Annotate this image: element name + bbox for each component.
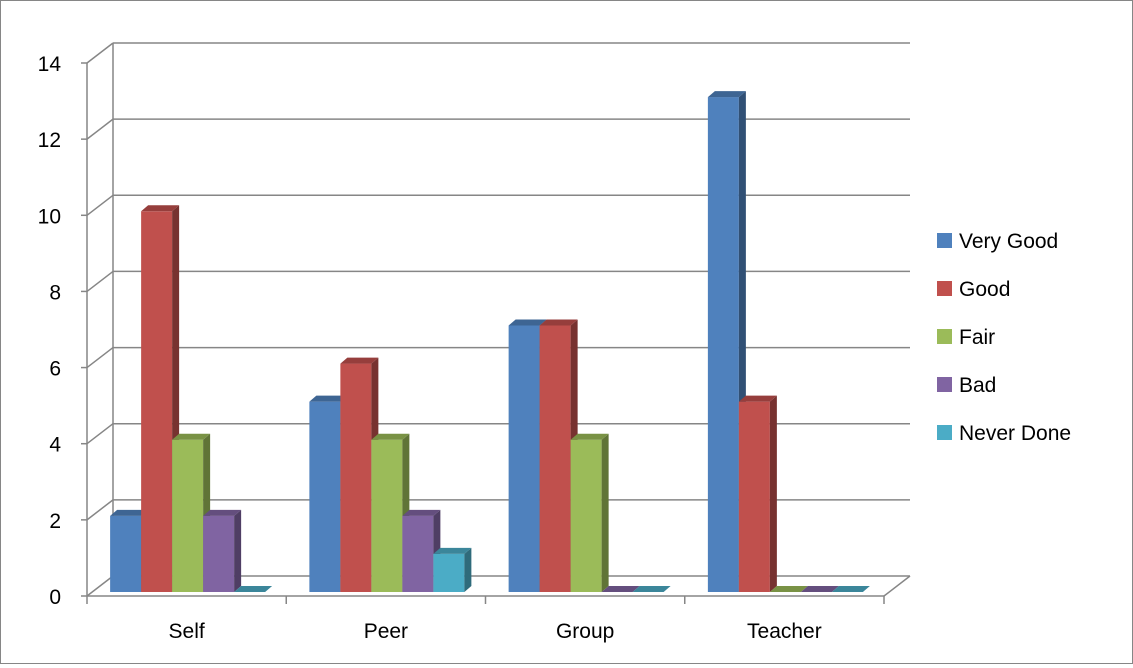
legend-swatch-very-good <box>937 233 952 248</box>
legend-swatch-never-done <box>937 425 952 440</box>
bar-top <box>601 586 640 592</box>
bar-top <box>539 319 578 326</box>
bar-top <box>632 586 671 592</box>
axes <box>81 62 885 604</box>
bar-bad-teacher <box>800 586 839 592</box>
x-tick-label: Teacher <box>747 620 822 643</box>
bar-top <box>508 319 547 326</box>
bar-front <box>707 97 739 593</box>
x-tick-label: Peer <box>364 620 408 643</box>
bar-front <box>570 439 602 592</box>
gridlines <box>86 42 910 577</box>
x-axis-tick-labels: Self Peer Group Teacher <box>169 620 822 643</box>
bar-front <box>110 515 142 592</box>
floor-right-edge <box>883 575 911 597</box>
bar-top <box>570 433 609 440</box>
bar-never-done-teacher <box>831 586 870 592</box>
y-tick-label: 8 <box>49 281 61 304</box>
gridline-side <box>86 270 114 293</box>
bar-top <box>707 91 746 98</box>
bar-top <box>831 586 870 592</box>
bar-good-group <box>539 319 578 592</box>
bar-good-teacher <box>738 395 777 592</box>
gridline-side <box>86 118 114 140</box>
y-tick-label: 12 <box>38 129 61 152</box>
bar-top <box>110 509 149 516</box>
legend-swatch-bad <box>937 377 952 392</box>
legend-swatch-fair <box>937 329 952 344</box>
bar-front <box>371 439 403 592</box>
bar-front <box>172 439 204 592</box>
bar-front <box>539 325 571 592</box>
bar-front <box>340 363 372 592</box>
bar-bad-group <box>601 586 640 592</box>
bar-top <box>371 433 410 440</box>
bar-top <box>172 433 211 440</box>
bar-side <box>601 433 609 592</box>
bar-top <box>402 509 441 516</box>
bar-never-done-group <box>632 586 671 592</box>
bar-side <box>769 395 777 592</box>
bar-front <box>738 401 770 592</box>
y-tick-label: 10 <box>38 205 61 228</box>
bar-top <box>800 586 839 592</box>
bar-top <box>203 509 242 516</box>
bar-top <box>309 395 348 402</box>
bar-top <box>433 547 472 554</box>
bar-side <box>464 547 472 592</box>
bar-bad-self <box>203 509 242 592</box>
bar-top <box>738 395 777 402</box>
bar-fair-self <box>172 433 211 592</box>
y-tick-label: 4 <box>49 434 61 457</box>
y-tick-label: 2 <box>49 510 61 533</box>
legend-label-never-done: Never Done <box>959 422 1071 445</box>
bar-top <box>340 357 379 364</box>
bar-front <box>433 553 465 592</box>
bar-front <box>402 515 434 592</box>
bar-good-peer <box>340 357 379 592</box>
gridline-side <box>86 346 114 369</box>
legend-label-good: Good <box>959 278 1010 301</box>
legend: Very Good Good Fair Bad Never Done <box>937 230 1071 445</box>
legend-label-very-good: Very Good <box>959 230 1058 253</box>
bar-never-done-peer <box>433 547 472 592</box>
bar-never-done-self <box>234 586 273 592</box>
bar-fair-group <box>570 433 609 592</box>
chart-walls <box>86 43 911 597</box>
legend-swatch-good <box>937 281 952 296</box>
gridline-side <box>86 423 114 445</box>
bar-front <box>141 211 173 593</box>
bars <box>110 91 870 593</box>
bar-bad-peer <box>402 509 441 592</box>
x-tick-label: Group <box>556 620 614 643</box>
gridline-side <box>86 499 114 521</box>
bar-top <box>769 586 808 592</box>
bar-front <box>203 515 235 592</box>
y-axis-tick-labels: 0 2 4 6 8 10 12 14 <box>38 53 62 609</box>
gridline-side <box>86 42 114 64</box>
x-tick-label: Self <box>169 620 205 643</box>
bar-fair-teacher <box>769 586 808 592</box>
floor-left-edge <box>86 575 114 597</box>
legend-label-fair: Fair <box>959 326 995 349</box>
legend-label-bad: Bad <box>959 374 996 397</box>
y-tick-label: 14 <box>38 53 62 76</box>
bar-front <box>309 401 341 592</box>
bar-top <box>141 205 180 212</box>
bar-top <box>234 586 273 592</box>
y-tick-label: 0 <box>49 586 61 609</box>
y-tick-label: 6 <box>49 358 61 381</box>
bar-side <box>234 509 242 592</box>
gridline-side <box>86 194 114 216</box>
bar-front <box>508 325 540 592</box>
